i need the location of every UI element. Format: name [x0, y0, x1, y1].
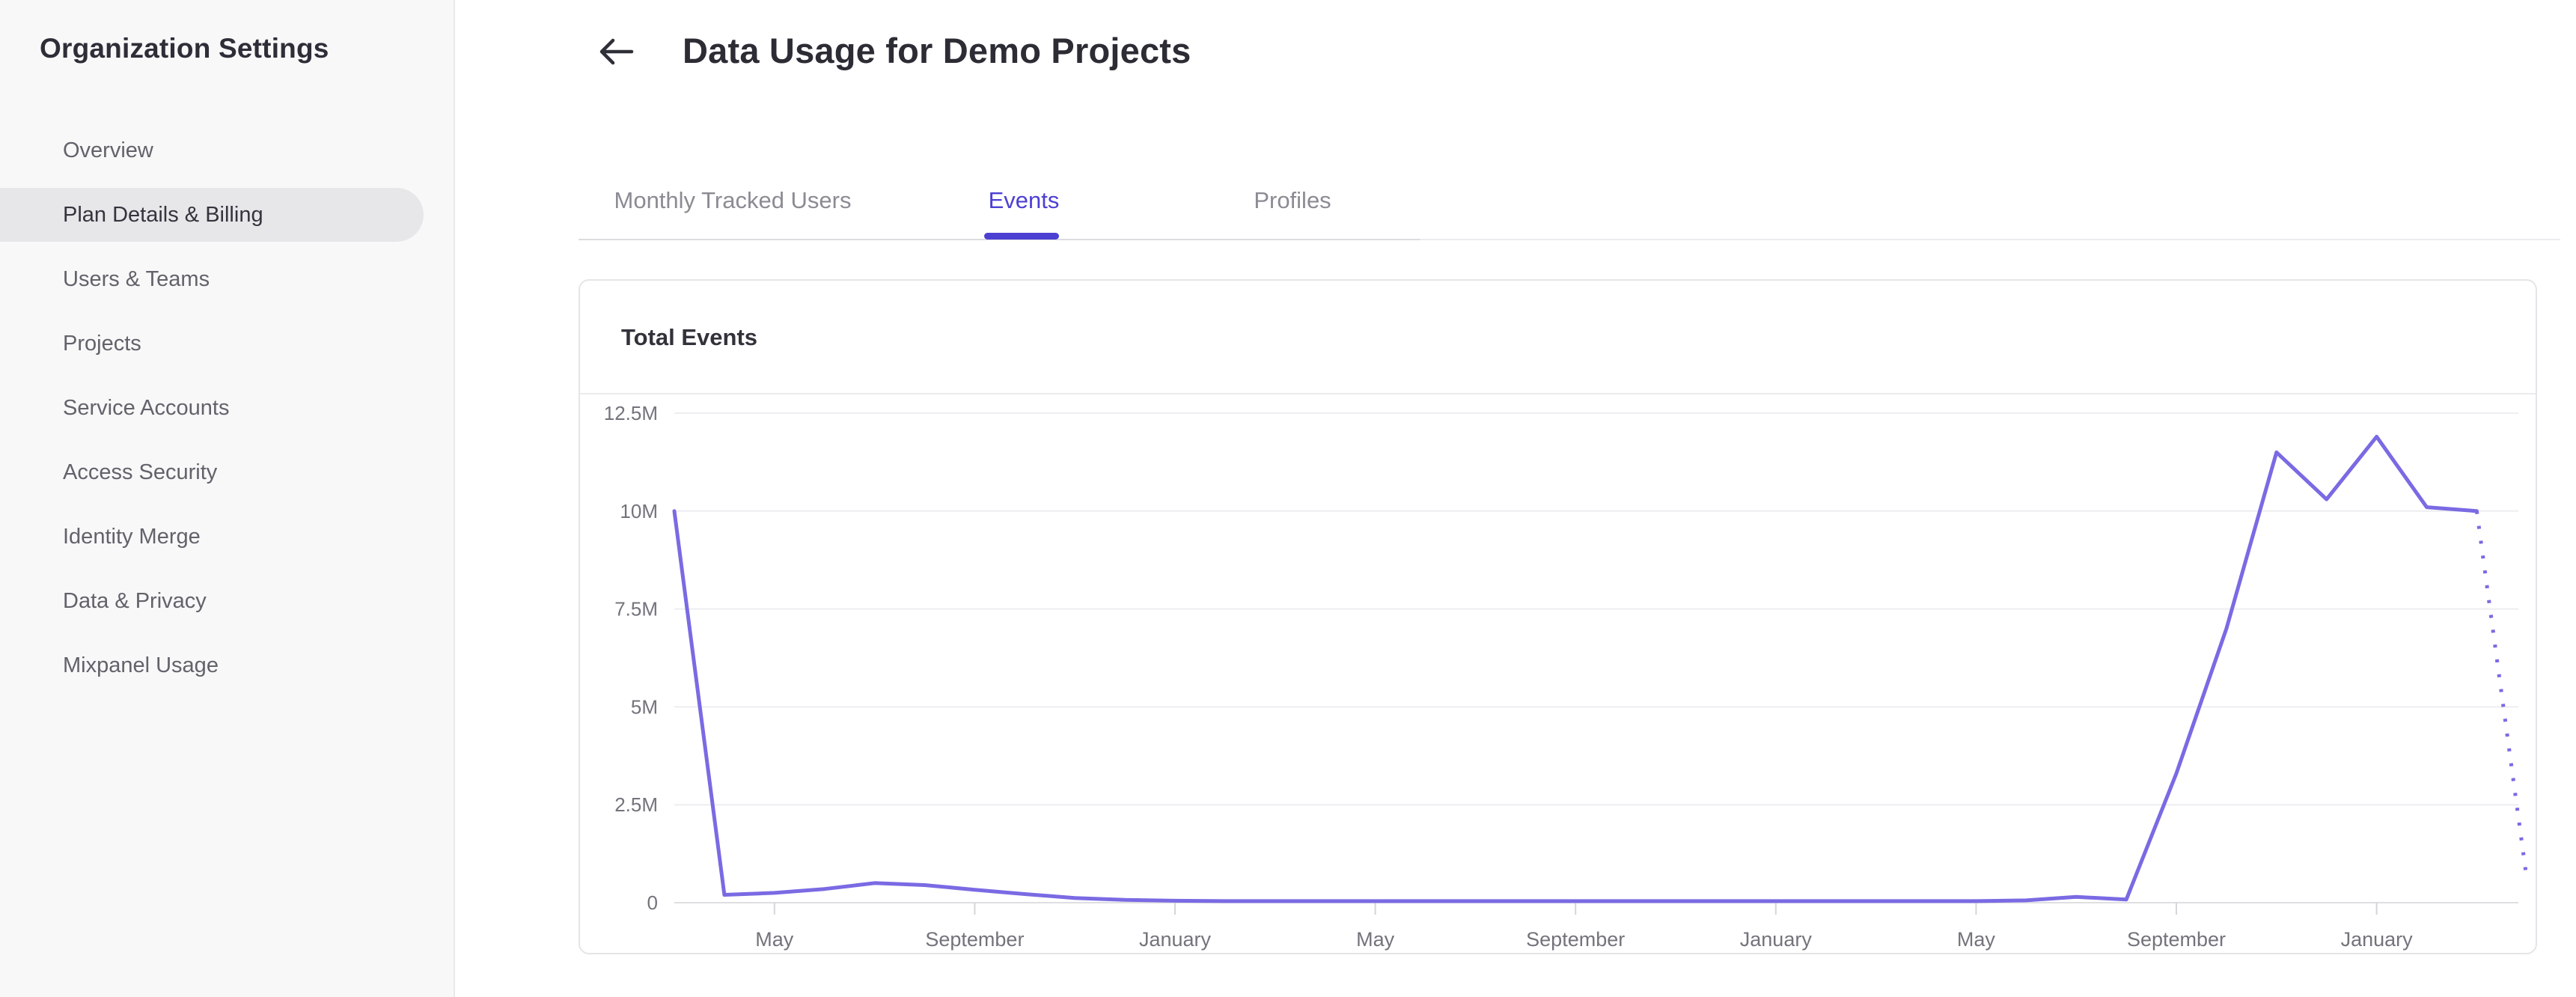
tabs-divider-inner: [579, 239, 1420, 240]
y-axis-label-5M: 5M: [631, 695, 658, 718]
card-header: Total Events: [580, 281, 2536, 393]
x-axis-label-may: May: [1957, 928, 1996, 951]
sidebar-item-overview[interactable]: Overview: [0, 118, 455, 183]
sidebar: Organization Settings Overview Plan Detai…: [0, 0, 455, 997]
x-axis-label-september: September: [2127, 928, 2226, 951]
tab-monthly-tracked-users[interactable]: Monthly Tracked Users: [614, 187, 852, 213]
card-header-divider: [580, 393, 2536, 394]
x-axis-label-january: January: [2341, 928, 2414, 951]
card-title: Total Events: [621, 324, 758, 350]
active-tab-underline: [984, 233, 1059, 240]
tabs-divider: [579, 239, 2560, 240]
line-chart-svg: 0 2.5M 5M 7.5M 10M 12.5M May September January Ma…: [604, 402, 2529, 951]
sidebar-item-label: Access Security: [63, 460, 218, 484]
total-events-chart: 0 2.5M 5M 7.5M 10M 12.5M May September January Ma…: [580, 394, 2536, 954]
sidebar-item-plan-details-billing[interactable]: Plan Details & Billing: [0, 183, 455, 247]
sidebar-item-label: Plan Details & Billing: [63, 202, 263, 227]
sidebar-item-service-accounts[interactable]: Service Accounts: [0, 376, 455, 440]
left-arrow-icon: [595, 38, 637, 75]
x-axis-label-september: September: [1526, 928, 1625, 951]
sidebar-item-highlight: [0, 188, 424, 242]
y-axis-label-7.5M: 7.5M: [614, 598, 658, 621]
x-axis-label-may: May: [755, 928, 794, 951]
sidebar-item-identity-merge[interactable]: Identity Merge: [0, 504, 455, 569]
total-events-line-solid: [672, 434, 2479, 903]
sidebar-item-label: Overview: [63, 138, 153, 162]
x-axis-label-january: January: [1139, 928, 1212, 951]
x-axis-label-september: September: [925, 928, 1024, 951]
sidebar-item-access-security[interactable]: Access Security: [0, 440, 455, 504]
sidebar-item-mixpanel-usage[interactable]: Mixpanel Usage: [0, 633, 455, 698]
y-axis-label-12.5M: 12.5M: [604, 402, 658, 424]
sidebar-title: Organization Settings: [40, 33, 329, 64]
y-axis-label-10M: 10M: [620, 500, 658, 522]
sidebar-item-label: Service Accounts: [63, 395, 230, 420]
sidebar-item-label: Mixpanel Usage: [63, 653, 219, 677]
sidebar-item-label: Data & Privacy: [63, 588, 207, 613]
sidebar-item-data-privacy[interactable]: Data & Privacy: [0, 569, 455, 633]
sidebar-item-label: Users & Teams: [63, 266, 210, 291]
page-title: Data Usage for Demo Projects: [683, 31, 1191, 70]
sidebar-item-projects[interactable]: Projects: [0, 311, 455, 376]
tab-profiles[interactable]: Profiles: [1254, 187, 1331, 213]
main-content: Data Usage for Demo Projects Monthly Tra…: [457, 0, 2576, 997]
total-events-card: Total Events 0 2.5M 5M 7.5M 10M 12.5M May Septe…: [579, 279, 2537, 954]
sidebar-item-users-teams[interactable]: Users & Teams: [0, 247, 455, 311]
x-axis-label-may: May: [1356, 928, 1395, 951]
tab-events[interactable]: Events: [988, 187, 1060, 213]
sidebar-nav: Overview Plan Details & Billing Users & Te…: [0, 118, 455, 698]
total-events-line-projected-dotted: [2474, 510, 2529, 879]
x-axis-label-january: January: [1740, 928, 1813, 951]
y-axis-label-2.5M: 2.5M: [614, 793, 658, 816]
back-button[interactable]: [593, 30, 638, 75]
y-axis-label-0: 0: [647, 891, 658, 914]
sidebar-item-label: Projects: [63, 331, 141, 356]
sidebar-item-label: Identity Merge: [63, 524, 201, 549]
